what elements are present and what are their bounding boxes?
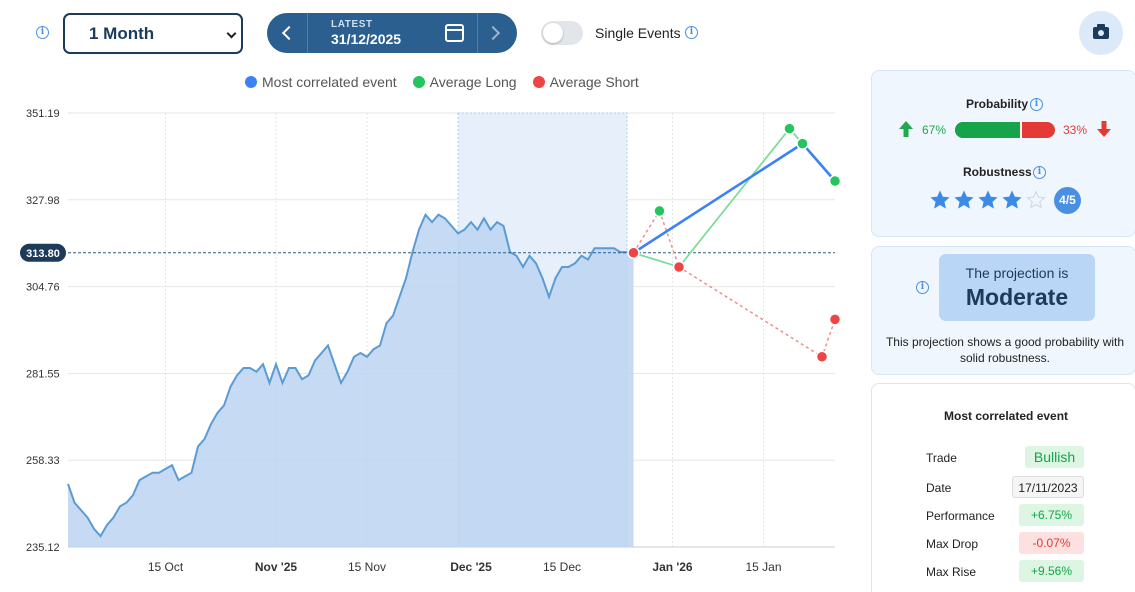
projection-info-icon[interactable]: i bbox=[916, 281, 929, 294]
single-events-label: Single Events bbox=[595, 25, 681, 41]
date-navigator: LATEST 31/12/2025 bbox=[267, 13, 517, 53]
star-icon bbox=[1026, 190, 1046, 209]
robustness-info-icon[interactable]: i bbox=[1033, 166, 1046, 179]
event-row-value: -0.07% bbox=[1019, 532, 1084, 554]
event-row-label: Performance bbox=[926, 509, 995, 523]
x-tick-label: 15 Dec bbox=[543, 560, 581, 574]
event-row-value: +6.75% bbox=[1019, 504, 1084, 526]
robustness-title: Robustness bbox=[963, 165, 1032, 179]
probability-down-value: 33% bbox=[1063, 123, 1088, 137]
legend-label: Average Long bbox=[429, 74, 517, 90]
average-short-point[interactable] bbox=[828, 313, 842, 326]
period-select-value: 1 Month bbox=[89, 24, 155, 43]
average-long-dashed-segment bbox=[632, 210, 661, 254]
next-date-button[interactable] bbox=[477, 13, 517, 53]
latest-date: 31/12/2025 bbox=[331, 31, 402, 47]
y-tick-label: 304.76 bbox=[26, 282, 60, 294]
current-price-label: 313.80 bbox=[26, 248, 60, 260]
event-row-label: Max Drop bbox=[926, 537, 979, 551]
star-icon bbox=[978, 190, 998, 209]
period-info-icon[interactable]: i bbox=[36, 26, 49, 39]
x-tick-label: Dec '25 bbox=[450, 560, 492, 574]
projection-badge: The projection is Moderate bbox=[939, 254, 1095, 321]
event-row-value: 17/11/2023 bbox=[1012, 476, 1084, 498]
average-short-point[interactable] bbox=[672, 260, 686, 274]
previous-date-button[interactable] bbox=[267, 13, 307, 53]
event-row-value: Bullish bbox=[1025, 446, 1084, 468]
arrow-up-icon bbox=[899, 121, 913, 137]
calendar-icon[interactable] bbox=[445, 24, 464, 42]
average-long-point[interactable] bbox=[828, 174, 842, 188]
probability-panel bbox=[871, 70, 1135, 237]
current-price-point[interactable] bbox=[627, 246, 640, 260]
event-row-value: +9.56% bbox=[1019, 560, 1084, 582]
average-short-line bbox=[678, 266, 836, 358]
event-title: Most correlated event bbox=[944, 409, 1069, 423]
x-tick-label: 15 Jan bbox=[745, 560, 781, 574]
legend-dot bbox=[532, 76, 545, 88]
legend-item[interactable]: Average Long bbox=[412, 73, 517, 91]
single-events-info-icon[interactable]: i bbox=[685, 26, 698, 39]
projection-subtitle: The projection is bbox=[965, 265, 1069, 281]
star-icon bbox=[1002, 190, 1022, 209]
average-short-point[interactable] bbox=[815, 350, 829, 364]
legend-dot bbox=[412, 76, 425, 88]
projection-value: Moderate bbox=[965, 284, 1069, 310]
legend-label: Average Short bbox=[549, 74, 639, 90]
average-long-dashed-segment bbox=[658, 210, 680, 268]
average-long-point[interactable] bbox=[653, 204, 666, 218]
probability-bar bbox=[955, 122, 1055, 138]
x-tick-label: Nov '25 bbox=[255, 560, 298, 574]
current-price-badge bbox=[20, 243, 66, 262]
legend-item[interactable]: Average Short bbox=[532, 73, 639, 91]
period-select[interactable]: 1 Month bbox=[63, 13, 243, 54]
x-tick-label: 15 Oct bbox=[148, 560, 184, 574]
price-chart[interactable]: 351.19 327.98 304.76 281.55 258.33 235.12 313.… bbox=[0, 60, 860, 592]
event-row-label: Max Rise bbox=[926, 565, 977, 579]
y-tick-label: 327.98 bbox=[26, 195, 60, 207]
screenshot-button[interactable] bbox=[1079, 11, 1123, 55]
y-tick-label: 351.19 bbox=[26, 108, 60, 120]
price-area bbox=[68, 214, 634, 547]
probability-bar-fill bbox=[955, 122, 1022, 138]
latest-label: LATEST bbox=[331, 19, 373, 30]
event-row-label: Trade bbox=[926, 451, 957, 465]
y-tick-label: 258.33 bbox=[26, 455, 60, 467]
probability-up-value: 67% bbox=[922, 123, 947, 137]
probability-info-icon[interactable]: i bbox=[1030, 98, 1043, 111]
single-events-toggle[interactable] bbox=[541, 21, 583, 45]
divider bbox=[307, 13, 308, 53]
x-tick-label: Jan '26 bbox=[652, 560, 693, 574]
average-long-point[interactable] bbox=[783, 122, 796, 135]
legend-item[interactable]: Most correlated event bbox=[245, 73, 397, 91]
star-icon bbox=[954, 190, 974, 209]
chevron-down-icon bbox=[226, 28, 237, 39]
legend-label: Most correlated event bbox=[262, 74, 397, 90]
x-tick-label: 15 Nov bbox=[348, 560, 386, 574]
event-panel bbox=[871, 383, 1135, 592]
average-long-line bbox=[633, 127, 836, 269]
event-row-label: Date bbox=[926, 481, 952, 495]
arrow-down-icon bbox=[1097, 121, 1111, 137]
y-tick-label: 235.12 bbox=[26, 542, 60, 554]
robustness-badge: 4/5 bbox=[1054, 187, 1081, 214]
probability-title: Probability bbox=[966, 97, 1029, 111]
star-icon bbox=[930, 190, 950, 209]
price-line bbox=[67, 212, 634, 538]
y-tick-label: 281.55 bbox=[26, 368, 60, 380]
chart-legend: Most correlated event Average Long Average… bbox=[245, 73, 639, 91]
legend-dot bbox=[245, 76, 257, 88]
most-correlated-point[interactable] bbox=[796, 137, 809, 150]
projection-description: This projection shows a good probability… bbox=[885, 335, 1125, 365]
camera-icon bbox=[1093, 24, 1109, 39]
